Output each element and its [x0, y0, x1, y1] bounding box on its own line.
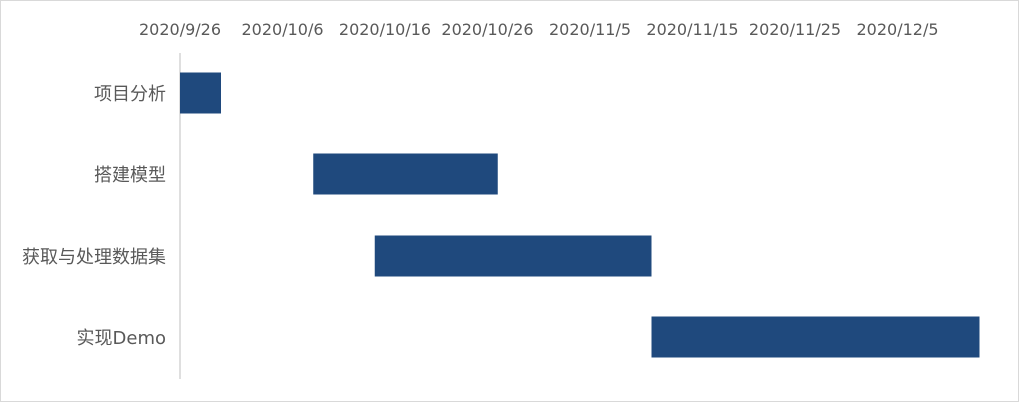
- x-tick-label: 2020/12/5: [856, 20, 938, 39]
- x-tick-label: 2020/10/16: [339, 20, 431, 39]
- x-tick-label: 2020/10/26: [441, 20, 533, 39]
- category-label: 获取与处理数据集: [22, 247, 166, 268]
- x-tick-label: 2020/11/15: [646, 20, 738, 39]
- category-label: 项目分析: [94, 84, 166, 105]
- x-tick-label: 2020/10/6: [241, 20, 323, 39]
- task-bars: [180, 72, 980, 358]
- x-axis-ticks: 2020/9/26 2020/10/6 2020/10/16 2020/10/26 20…: [139, 20, 939, 39]
- task-bar: [651, 316, 980, 358]
- task-bar: [374, 235, 652, 277]
- task-bar: [180, 72, 221, 114]
- category-label: 搭建模型: [94, 165, 166, 186]
- category-label: 实现Demo: [77, 328, 166, 349]
- task-bar: [313, 153, 498, 195]
- x-tick-label: 2020/11/25: [749, 20, 841, 39]
- x-tick-label: 2020/11/5: [549, 20, 631, 39]
- x-tick-label: 2020/9/26: [139, 20, 221, 39]
